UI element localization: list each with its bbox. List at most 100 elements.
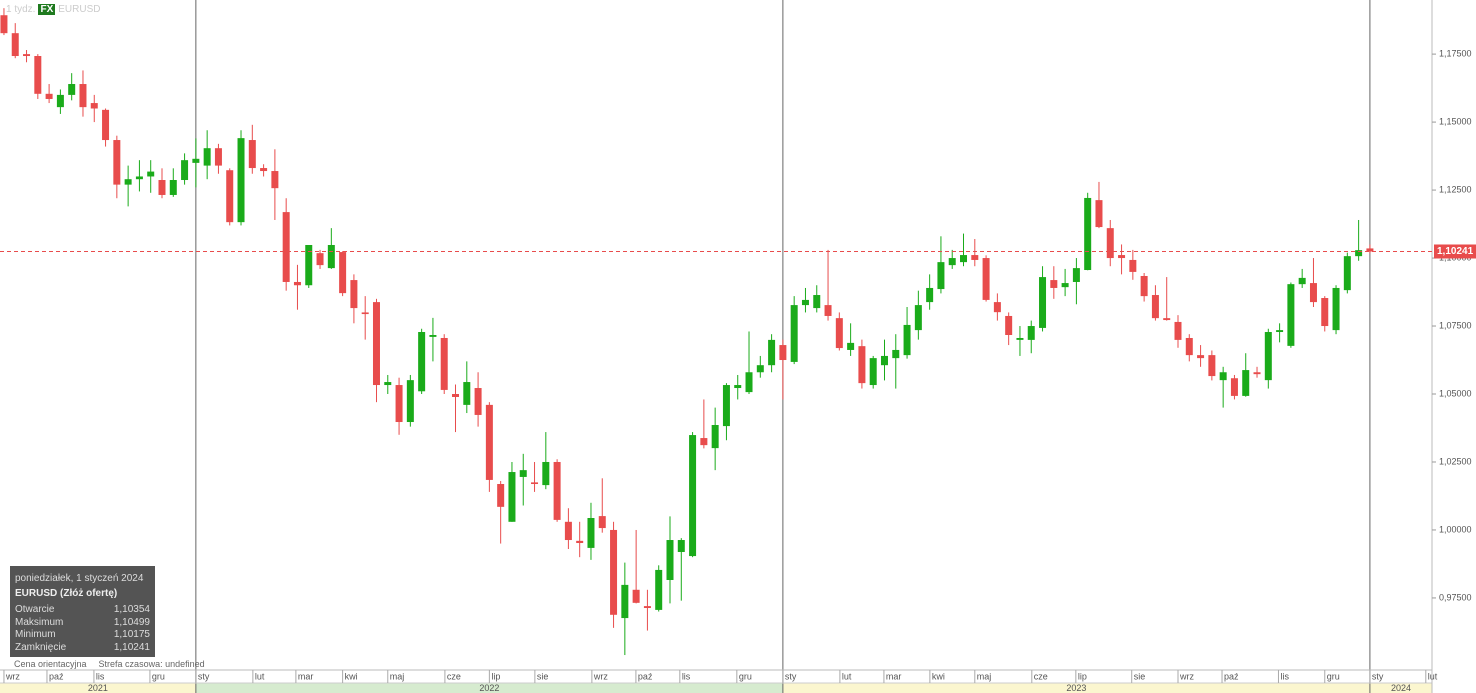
x-tick-label: sty <box>198 671 210 681</box>
candle-body <box>23 54 31 57</box>
candle-body <box>237 138 245 223</box>
candle-body <box>203 148 211 166</box>
x-tick-label: lis <box>1280 671 1289 681</box>
candle-body <box>474 388 482 415</box>
info-value: 1,10175 <box>113 629 150 640</box>
candle-body <box>372 302 380 386</box>
candle-body <box>519 470 527 477</box>
candle-body <box>181 160 189 181</box>
candle-body <box>248 140 256 169</box>
x-tick-label: lut <box>255 671 265 681</box>
candle-body <box>34 56 42 94</box>
x-tick-label: wrz <box>593 671 608 681</box>
candle-body <box>113 140 121 185</box>
candle-body <box>948 258 956 266</box>
y-tick-label: 1,12500 <box>1439 184 1472 194</box>
x-tick-label: paź <box>1224 671 1239 681</box>
candle-body <box>1106 228 1114 259</box>
candle-body <box>768 339 776 366</box>
x-tick-label: lut <box>842 671 852 681</box>
x-tick-label: kwi <box>932 671 945 681</box>
candle-body <box>903 324 911 356</box>
candle-body <box>135 176 143 180</box>
year-band <box>0 683 196 693</box>
candle-body <box>677 540 685 552</box>
candle-body <box>1039 277 1047 328</box>
candle-body <box>214 148 222 166</box>
candle-body <box>395 385 403 423</box>
candle-body <box>282 212 290 282</box>
candle-body <box>271 171 279 189</box>
candle-body <box>1276 330 1284 333</box>
candle-body <box>327 244 335 269</box>
candle-body <box>361 312 369 315</box>
y-tick-label: 0,97500 <box>1439 592 1472 602</box>
candle-body <box>779 345 787 361</box>
candle-body <box>192 158 200 163</box>
candle-body <box>982 258 990 300</box>
year-label: 2023 <box>1066 683 1086 693</box>
candle-body <box>79 84 87 108</box>
candle-body <box>1321 298 1329 327</box>
candle-body <box>813 295 821 309</box>
candle-body <box>1027 326 1035 340</box>
candle-body <box>1366 248 1374 252</box>
info-date: poniedziałek, 1 styczeń 2024 <box>15 573 144 584</box>
candle-body <box>971 255 979 260</box>
candle-body <box>745 372 753 393</box>
candle-body <box>124 179 132 185</box>
candle-body <box>463 382 471 405</box>
candle-body <box>847 342 855 350</box>
info-instrument: EURUSD (Złóż ofertę) <box>15 588 118 599</box>
candle-body <box>993 302 1001 313</box>
candle-body <box>858 346 866 384</box>
x-tick-label: lis <box>682 671 691 681</box>
candle-body <box>1332 287 1340 331</box>
symbol: EURUSD <box>58 4 101 15</box>
footer-note: Cena orientacyjna <box>14 659 87 669</box>
x-tick-label: sty <box>785 671 797 681</box>
candle-body <box>531 482 539 485</box>
candle-body <box>711 425 719 449</box>
candle-body <box>508 472 516 522</box>
candle-body <box>45 93 53 99</box>
candle-body <box>1084 197 1092 271</box>
candle-body <box>90 103 98 109</box>
x-tick-label: cze <box>1034 671 1048 681</box>
interval: 1 tydz. <box>6 4 36 15</box>
info-label: Maksimum <box>15 616 64 628</box>
year-label: 2021 <box>88 683 108 693</box>
candle-body <box>700 438 708 446</box>
candle-body <box>1253 372 1261 375</box>
candle-body <box>452 394 460 397</box>
candle-body <box>621 584 629 619</box>
x-tick-label: wrz <box>1179 671 1194 681</box>
candle-body <box>553 461 561 520</box>
candle-body <box>1174 321 1182 340</box>
info-value: 1,10499 <box>113 616 150 628</box>
candle-body <box>226 170 234 223</box>
x-tick-label: kwi <box>345 671 358 681</box>
candle-body <box>610 529 618 615</box>
footer: Cena orientacyjna Strefa czasowa: undefin… <box>14 659 217 669</box>
candle-body <box>576 540 584 544</box>
info-label: Minimum <box>15 629 56 640</box>
candle-body <box>429 335 437 337</box>
year-label: 2024 <box>1391 683 1411 693</box>
candle-body <box>1118 255 1126 259</box>
candle-body <box>1072 268 1080 282</box>
candle-body <box>260 168 268 172</box>
candle-body <box>1140 275 1148 297</box>
candle-body <box>1061 283 1069 288</box>
x-tick-label: lut <box>1428 671 1438 681</box>
candle-body <box>1287 284 1295 346</box>
candle-body <box>1264 332 1272 381</box>
candle-body <box>316 253 324 266</box>
candle-body <box>68 84 76 95</box>
info-row: Otwarcie 1,10354 <box>15 604 150 616</box>
info-row: Maksimum 1,10499 <box>15 617 150 629</box>
y-tick-label: 1,05000 <box>1439 388 1472 398</box>
info-box: poniedziałek, 1 styczeń 2024 EURUSD (Złó… <box>10 566 155 657</box>
candle-body <box>1185 337 1193 356</box>
